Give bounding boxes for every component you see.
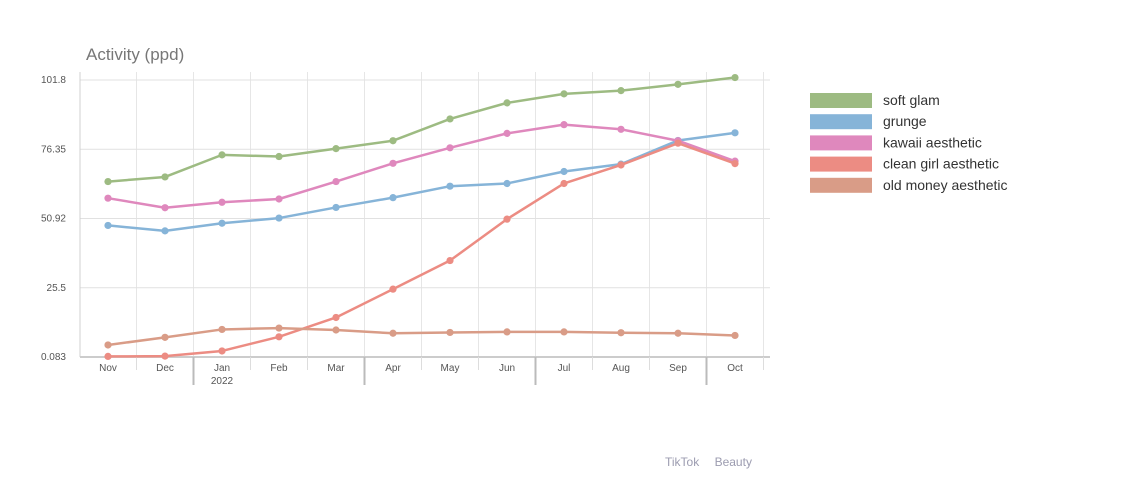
data-point (104, 352, 112, 361)
data-point (161, 227, 169, 235)
data-point (389, 194, 397, 202)
legend-label: grunge (883, 113, 927, 129)
data-point (446, 328, 454, 337)
data-point (104, 194, 112, 202)
data-point (332, 203, 340, 212)
data-point (218, 198, 226, 206)
data-point (218, 219, 226, 227)
data-point (275, 324, 283, 332)
data-point (389, 285, 397, 293)
data-point (560, 167, 568, 176)
data-point (332, 177, 340, 186)
x-tick-label: May (441, 363, 460, 374)
data-point (332, 326, 340, 334)
data-point (674, 139, 682, 147)
series-line-3 (107, 141, 736, 358)
data-point (674, 329, 682, 337)
x-tick-label: Aug (612, 363, 630, 374)
data-point (446, 115, 454, 123)
data-point (731, 331, 739, 340)
data-point (161, 173, 169, 181)
legend-swatch (810, 114, 872, 130)
data-point (161, 352, 169, 360)
data-point (617, 329, 625, 337)
axes: 0.083 25.5 50.92 76.35 101.8 Nov Dec Jan Feb Mar A… (41, 72, 770, 387)
data-point (104, 177, 112, 186)
grid (80, 72, 770, 358)
x-tick-label: Dec (156, 363, 174, 374)
footer: TikTok Beauty (665, 455, 764, 469)
legend-label: clean girl aesthetic (883, 156, 999, 172)
x-tick-label: Mar (327, 363, 345, 374)
data-point (503, 99, 511, 107)
data-point (218, 347, 226, 355)
data-point (104, 341, 112, 349)
data-point (560, 121, 568, 129)
data-point (503, 179, 511, 188)
legend-label: old money aesthetic (883, 177, 1008, 193)
series-line-2 (107, 123, 736, 209)
y-tick-label: 25.5 (47, 283, 67, 294)
data-point (617, 87, 625, 95)
data-point (503, 328, 511, 336)
data-point (560, 90, 568, 98)
x-year-label: 2022 (211, 376, 234, 387)
legend-label: kawaii aesthetic (883, 134, 982, 150)
data-point (332, 313, 340, 322)
x-tick-label: Jul (558, 363, 571, 374)
legend-swatch (810, 93, 872, 108)
data-point (503, 129, 511, 137)
data-point (161, 204, 169, 212)
data-point (617, 161, 625, 169)
legend-label: soft glam (883, 92, 940, 108)
x-tick-label: Nov (99, 363, 117, 374)
data-point (446, 144, 454, 152)
data-point (446, 182, 454, 190)
data-point (560, 179, 568, 188)
y-tick-label: 101.8 (41, 75, 66, 86)
data-point (731, 129, 739, 137)
y-tick-label: 50.92 (41, 214, 66, 225)
legend-swatch (810, 135, 872, 151)
legend-swatch (810, 177, 872, 193)
series-line-0 (107, 76, 736, 183)
series-lines (104, 73, 739, 361)
data-point (674, 80, 682, 88)
data-point (275, 333, 283, 341)
footer-category: Beauty (714, 455, 752, 469)
data-point (617, 125, 625, 133)
data-point (389, 329, 397, 337)
y-tick-label: 0.083 (41, 352, 66, 363)
legend-swatch (810, 156, 872, 172)
data-point (218, 325, 226, 334)
data-point (332, 145, 340, 153)
data-point (275, 214, 283, 222)
footer-source: TikTok (665, 455, 700, 469)
x-tick-label: Feb (270, 363, 288, 374)
x-tick-label: Oct (727, 363, 743, 374)
legend: soft glam grunge kawaii aesthetic clean gir… (810, 92, 1008, 193)
series-line-4 (107, 326, 736, 347)
data-point (560, 328, 568, 336)
data-point (218, 151, 226, 159)
data-point (389, 137, 397, 145)
x-tick-label: Jan (214, 363, 230, 374)
data-point (104, 221, 112, 230)
data-point (503, 215, 511, 223)
x-tick-label: Sep (669, 363, 687, 374)
data-point (389, 159, 397, 167)
data-point (731, 73, 739, 82)
data-point (275, 152, 283, 161)
x-tick-label: Jun (499, 363, 515, 374)
data-point (161, 333, 169, 341)
x-tick-label: Apr (385, 363, 401, 374)
chart-title: Activity (ppd) (86, 45, 184, 64)
data-point (446, 256, 454, 265)
data-point (731, 160, 739, 168)
data-point (275, 195, 283, 203)
y-tick-label: 76.35 (41, 144, 66, 155)
